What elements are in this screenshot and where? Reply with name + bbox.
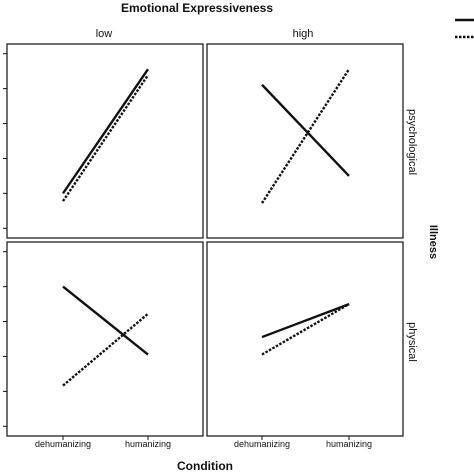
series-line-solid-physical-high <box>261 302 350 339</box>
panel-frame-psychological-low <box>6 43 204 239</box>
x-tick-label-dehumanizing-left: dehumanizing <box>35 439 91 449</box>
x-axis-label: Condition <box>177 459 233 473</box>
series-line-solid-physical-low <box>62 285 149 356</box>
row-strip-label-physical: physical <box>406 322 418 362</box>
x-tick-label-humanizing-right: humanizing <box>326 439 372 449</box>
series-line-dotted-psychological-low <box>62 74 149 202</box>
panel-frame-physical-high <box>206 241 404 437</box>
chart-title: Emotional Expressiveness <box>121 1 273 15</box>
legend <box>455 18 474 39</box>
series-line-solid-psychological-low <box>62 68 149 195</box>
facet-row-title: Illness <box>427 225 439 259</box>
x-tick-label-dehumanizing-right: dehumanizing <box>234 439 290 449</box>
column-strip-label-low: low <box>96 28 113 40</box>
row-strip-label-psychological: psychological <box>406 109 418 175</box>
panel-frame-psychological-high <box>206 43 404 239</box>
panels <box>3 43 404 440</box>
series-line-solid-psychological-high <box>261 83 350 177</box>
series-line-dotted-physical-high <box>261 303 350 356</box>
x-tick-label-humanizing-left: humanizing <box>125 439 171 449</box>
series-line-dotted-psychological-high <box>260 68 351 204</box>
panel-frame-physical-low <box>6 241 204 437</box>
column-strip-label-high: high <box>293 28 314 40</box>
series-line-dotted-physical-low <box>62 312 149 387</box>
